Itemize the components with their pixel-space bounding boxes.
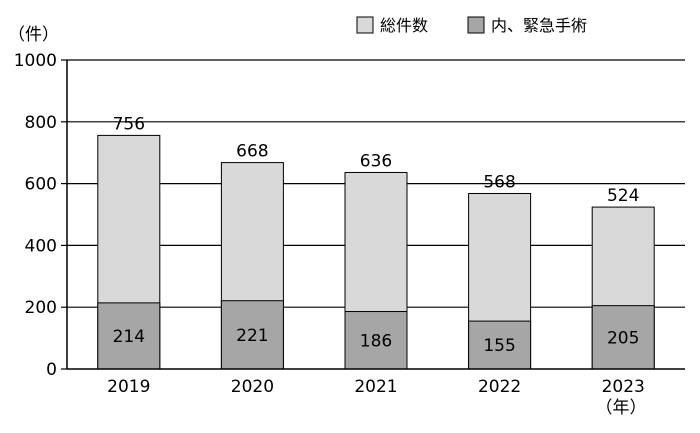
x-tick-label: 2020 bbox=[231, 377, 274, 397]
bar-emergency-2023 bbox=[591, 305, 655, 370]
data-label-total: 636 bbox=[360, 151, 392, 171]
data-label-total: 668 bbox=[236, 142, 268, 162]
legend-swatch-emergency bbox=[467, 16, 485, 34]
data-label-emergency: 205 bbox=[607, 328, 639, 348]
y-tick-label: 0 bbox=[46, 360, 57, 380]
y-unit-label: （件） bbox=[8, 25, 59, 45]
data-label-total: 756 bbox=[113, 114, 145, 134]
legend: 総件数 内、緊急手術 bbox=[356, 16, 587, 35]
bar-emergency-2020 bbox=[220, 300, 284, 370]
y-tick-label: 600 bbox=[25, 175, 57, 195]
data-label-emergency: 155 bbox=[483, 336, 515, 356]
data-label-emergency: 221 bbox=[236, 326, 268, 346]
data-label-total: 568 bbox=[483, 172, 515, 192]
x-tick-label: 2019 bbox=[107, 377, 150, 397]
x-tick-label: 2021 bbox=[354, 377, 397, 397]
bars bbox=[97, 134, 655, 370]
y-tick-label: 800 bbox=[25, 113, 57, 133]
legend-swatch-total bbox=[356, 16, 374, 34]
data-label-emergency: 186 bbox=[360, 331, 392, 351]
legend-label-total: 総件数 bbox=[380, 16, 428, 35]
x-tick-label: 2023 bbox=[602, 377, 645, 397]
legend-label-emergency: 内、緊急手術 bbox=[491, 16, 587, 35]
axes bbox=[61, 59, 685, 370]
data-label-emergency: 214 bbox=[113, 327, 145, 347]
labels: 0 200 400 600 800 1000 756 214 2019 668 221 2020 636… bbox=[14, 51, 645, 397]
data-label-total: 524 bbox=[607, 186, 639, 206]
x-tick-label: 2022 bbox=[478, 377, 521, 397]
y-tick-label: 200 bbox=[25, 298, 57, 318]
x-unit-label: （年） bbox=[596, 398, 647, 418]
bar-emergency-2021 bbox=[344, 311, 408, 370]
y-tick-label: 1000 bbox=[14, 51, 57, 71]
y-tick-label: 400 bbox=[25, 236, 57, 256]
bar-emergency-2022 bbox=[468, 320, 532, 370]
